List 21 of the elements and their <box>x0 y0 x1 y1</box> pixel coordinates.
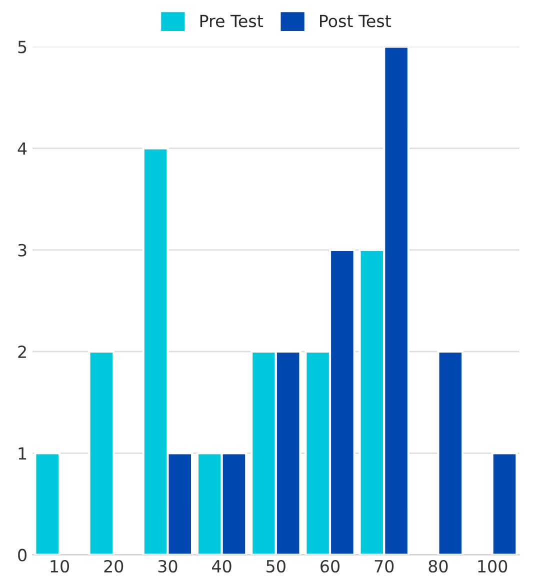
y-tick-label: 1 <box>18 447 26 460</box>
x-tick-label: 40 <box>212 560 232 573</box>
x-tick-label: 70 <box>374 560 394 573</box>
x-tick-label: 60 <box>320 560 340 573</box>
y-tick-label: 5 <box>18 40 26 54</box>
y-tick-label: 3 <box>18 244 26 257</box>
x-tick-label: 30 <box>158 560 178 573</box>
legend-label: Post Test <box>320 14 391 28</box>
x-tick-label: 50 <box>266 560 286 573</box>
x-tick-label: 20 <box>104 560 124 573</box>
x-tick-label: 100 <box>478 560 508 573</box>
bar <box>34 452 61 555</box>
y-tick-label: 2 <box>18 346 26 358</box>
y-tick-label: 0 <box>18 548 26 562</box>
y-tick-label: 4 <box>18 142 27 155</box>
bar <box>491 452 518 555</box>
legend-label: Pre Test <box>200 14 263 28</box>
x-tick-label: 10 <box>50 560 70 573</box>
x-tick-label: 80 <box>428 560 448 573</box>
bar <box>88 350 115 555</box>
bar <box>437 350 464 555</box>
